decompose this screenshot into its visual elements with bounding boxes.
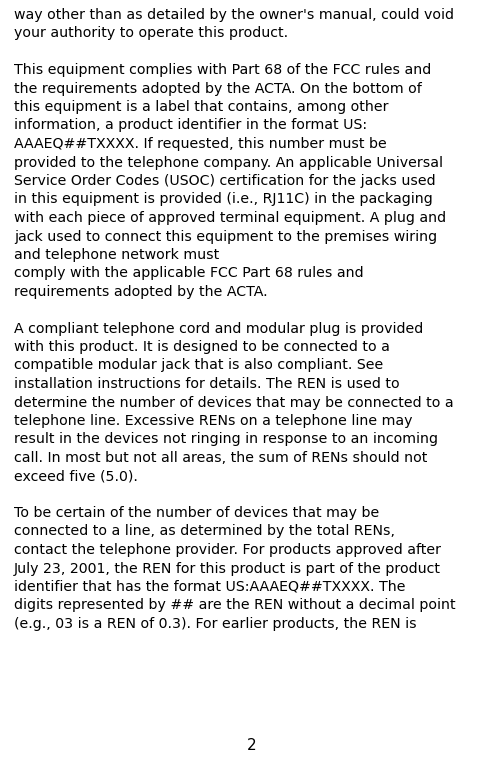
Text: (e.g., 03 is a REN of 0.3). For earlier products, the REN is: (e.g., 03 is a REN of 0.3). For earlier …	[14, 617, 416, 631]
Text: in this equipment is provided (i.e., RJ11C) in the packaging: in this equipment is provided (i.e., RJ1…	[14, 193, 433, 206]
Text: July 23, 2001, the REN for this product is part of the product: July 23, 2001, the REN for this product …	[14, 561, 441, 575]
Text: determine the number of devices that may be connected to a: determine the number of devices that may…	[14, 396, 454, 410]
Text: call. In most but not all areas, the sum of RENs should not: call. In most but not all areas, the sum…	[14, 451, 428, 465]
Text: way other than as detailed by the owner's manual, could void: way other than as detailed by the owner'…	[14, 8, 454, 22]
Text: the requirements adopted by the ACTA. On the bottom of: the requirements adopted by the ACTA. On…	[14, 81, 422, 96]
Text: This equipment complies with Part 68 of the FCC rules and: This equipment complies with Part 68 of …	[14, 63, 431, 77]
Text: exceed five (5.0).: exceed five (5.0).	[14, 469, 138, 483]
Text: with this product. It is designed to be connected to a: with this product. It is designed to be …	[14, 340, 390, 354]
Text: result in the devices not ringing in response to an incoming: result in the devices not ringing in res…	[14, 433, 438, 446]
Text: compatible modular jack that is also compliant. See: compatible modular jack that is also com…	[14, 358, 383, 373]
Text: contact the telephone provider. For products approved after: contact the telephone provider. For prod…	[14, 543, 441, 557]
Text: your authority to operate this product.: your authority to operate this product.	[14, 27, 288, 41]
Text: this equipment is a label that contains, among other: this equipment is a label that contains,…	[14, 100, 388, 114]
Text: comply with the applicable FCC Part 68 rules and: comply with the applicable FCC Part 68 r…	[14, 266, 364, 281]
Text: requirements adopted by the ACTA.: requirements adopted by the ACTA.	[14, 285, 268, 299]
Text: installation instructions for details. The REN is used to: installation instructions for details. T…	[14, 377, 399, 391]
Text: jack used to connect this equipment to the premises wiring: jack used to connect this equipment to t…	[14, 229, 437, 243]
Text: AAAEQ##TXXXX. If requested, this number must be: AAAEQ##TXXXX. If requested, this number …	[14, 137, 387, 151]
Text: A compliant telephone cord and modular plug is provided: A compliant telephone cord and modular p…	[14, 321, 423, 335]
Text: connected to a line, as determined by the total RENs,: connected to a line, as determined by th…	[14, 525, 395, 538]
Text: telephone line. Excessive RENs on a telephone line may: telephone line. Excessive RENs on a tele…	[14, 414, 412, 428]
Text: Service Order Codes (USOC) certification for the jacks used: Service Order Codes (USOC) certification…	[14, 174, 436, 188]
Text: provided to the telephone company. An applicable Universal: provided to the telephone company. An ap…	[14, 156, 443, 170]
Text: 2: 2	[246, 738, 257, 753]
Text: with each piece of approved terminal equipment. A plug and: with each piece of approved terminal equ…	[14, 211, 446, 225]
Text: information, a product identifier in the format US:: information, a product identifier in the…	[14, 118, 367, 133]
Text: digits represented by ## are the REN without a decimal point: digits represented by ## are the REN wit…	[14, 598, 456, 613]
Text: To be certain of the number of devices that may be: To be certain of the number of devices t…	[14, 506, 379, 520]
Text: and telephone network must: and telephone network must	[14, 248, 219, 262]
Text: identifier that has the format US:AAAEQ##TXXXX. The: identifier that has the format US:AAAEQ#…	[14, 580, 405, 594]
